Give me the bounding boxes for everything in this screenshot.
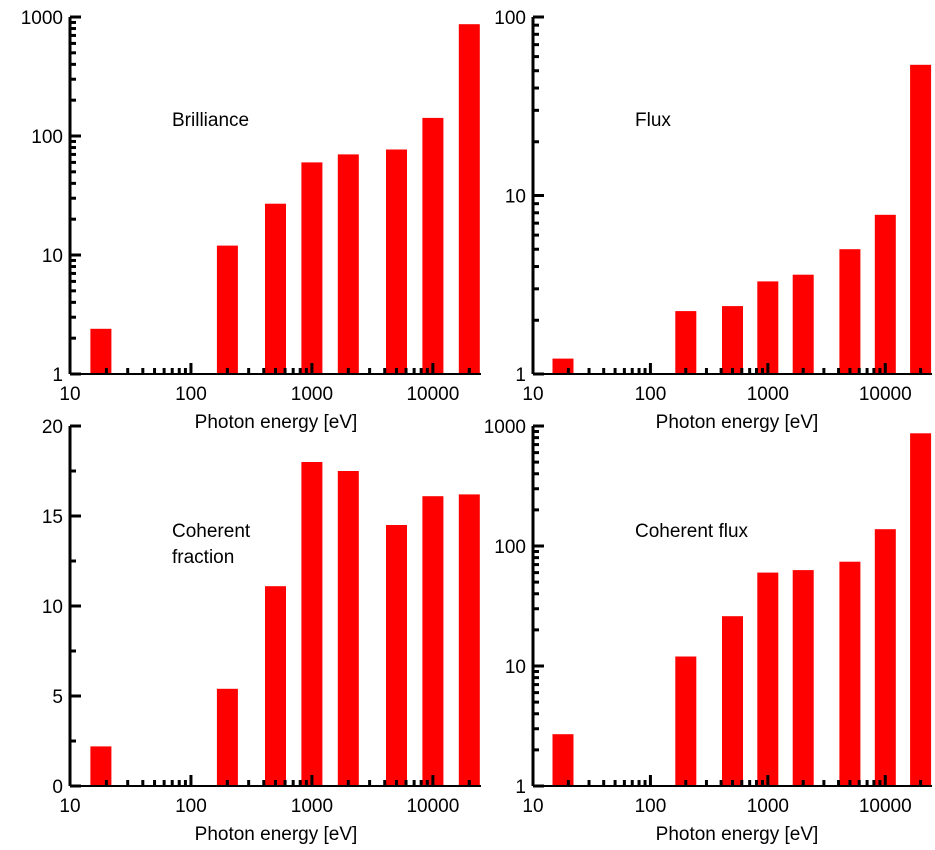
y-tick-label: 0 <box>52 777 63 798</box>
annotation-line: Brilliance <box>172 110 249 131</box>
bar <box>910 65 931 374</box>
bar <box>265 204 286 374</box>
annotation-line: fraction <box>172 547 234 568</box>
bar <box>910 433 931 786</box>
bar <box>459 24 480 374</box>
y-tick-label: 5 <box>52 687 63 708</box>
x-axis-label: Photon energy [eV] <box>195 412 358 433</box>
y-tick-label: 100 <box>494 537 526 558</box>
x-tick-label: 1000 <box>747 796 789 817</box>
y-tick-label: 1000 <box>484 417 526 438</box>
bar <box>553 359 574 374</box>
y-tick-label: 20 <box>42 417 63 438</box>
bar <box>875 215 896 374</box>
y-tick-label: 1 <box>52 365 63 386</box>
x-tick-label: 1000 <box>291 796 333 817</box>
y-tick-label: 1 <box>515 365 526 386</box>
bar <box>301 462 322 786</box>
bar <box>301 162 322 374</box>
x-tick-label: 100 <box>635 384 667 405</box>
x-axis-label: Photon energy [eV] <box>656 412 819 433</box>
bar <box>422 118 443 374</box>
bar <box>217 246 238 374</box>
bar <box>839 249 860 374</box>
y-tick-label: 10 <box>42 246 63 267</box>
bar <box>675 311 696 374</box>
annotation-line: Coherent <box>172 521 251 542</box>
bar <box>422 496 443 786</box>
y-tick-label: 15 <box>42 507 63 528</box>
x-axis-label: Photon energy [eV] <box>195 824 358 845</box>
bar <box>675 657 696 787</box>
x-tick-label: 100 <box>175 384 207 405</box>
bar <box>757 281 778 374</box>
bar <box>793 275 814 374</box>
bar <box>722 306 743 374</box>
x-tick-label: 10 <box>59 796 80 817</box>
annotation-line: Flux <box>635 110 671 131</box>
x-tick-label: 1000 <box>291 384 333 405</box>
bar <box>757 573 778 786</box>
x-tick-label: 10000 <box>406 796 459 817</box>
panel-annotation: Brilliance <box>172 110 249 131</box>
panel-annotation: Flux <box>635 110 671 131</box>
bar <box>90 746 111 786</box>
x-tick-label: 100 <box>175 796 207 817</box>
x-tick-label: 10000 <box>859 796 912 817</box>
bar <box>839 562 860 786</box>
x-tick-label: 10 <box>59 384 80 405</box>
y-tick-label: 100 <box>31 127 63 148</box>
bar <box>459 494 480 786</box>
bar-group <box>553 433 932 786</box>
x-tick-label: 10000 <box>406 384 459 405</box>
annotation-line: Coherent flux <box>635 521 749 542</box>
bar <box>90 329 111 374</box>
bar <box>553 734 574 786</box>
panel-annotation: Coherent flux <box>635 521 749 542</box>
bar <box>386 525 407 786</box>
bar <box>338 154 359 374</box>
y-tick-label: 10 <box>505 187 526 208</box>
bar <box>338 471 359 786</box>
y-tick-label: 1 <box>515 777 526 798</box>
x-tick-label: 10 <box>522 384 543 405</box>
chart-panel-coherent-fraction: 10 100 1000 10000 0 5 10 15 20 Coherent fraction… <box>42 417 481 845</box>
bar <box>793 570 814 786</box>
x-tick-label: 100 <box>635 796 667 817</box>
bar <box>217 689 238 786</box>
y-tick-label: 1000 <box>21 8 63 29</box>
x-tick-label: 10 <box>522 796 543 817</box>
x-tick-label: 1000 <box>747 384 789 405</box>
x-tick-label: 10000 <box>859 384 912 405</box>
bar-group <box>90 24 479 374</box>
panel-annotation: Coherent fraction <box>172 521 255 568</box>
bar <box>722 616 743 786</box>
y-tick-label: 10 <box>505 657 526 678</box>
bar <box>265 586 286 786</box>
y-tick-label: 100 <box>494 8 526 29</box>
bar <box>875 529 896 786</box>
bar-group <box>553 65 932 374</box>
x-axis-label: Photon energy [eV] <box>656 824 819 845</box>
bar <box>386 150 407 375</box>
y-tick-label: 10 <box>42 597 63 618</box>
bar-group <box>90 462 479 786</box>
